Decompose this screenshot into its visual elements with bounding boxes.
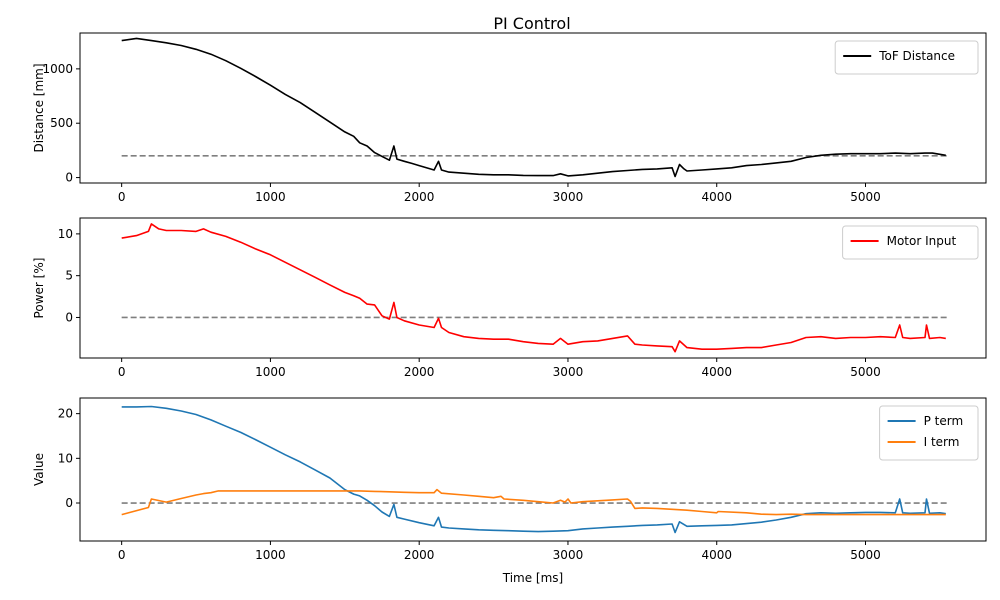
legend-box	[842, 225, 979, 260]
x-tick-label: 4000	[701, 190, 732, 204]
plot-area	[121, 405, 948, 534]
series-line-motor-input	[121, 223, 946, 353]
y-tick-label: 0	[65, 171, 73, 185]
x-tick-label: 4000	[701, 548, 732, 562]
x-tick-label: 5000	[850, 365, 881, 379]
series-line-p-term	[121, 405, 946, 534]
x-axis-label: Time [ms]	[502, 571, 564, 585]
legend: ToF Distance	[834, 40, 979, 75]
x-tick-label: 4000	[701, 365, 732, 379]
y-tick-label: 500	[50, 116, 73, 130]
x-tick-label: 0	[118, 548, 126, 562]
y-tick-label: 10	[58, 227, 73, 241]
x-tick-label: 2000	[404, 190, 435, 204]
y-tick-label: 5	[65, 269, 73, 283]
x-tick-label: 0	[118, 190, 126, 204]
subplot-2: 0 1000 2000 3000 4000 5000 0 5 10 Power [%] Motor …	[32, 217, 987, 379]
y-axis-label: Distance [mm]	[32, 63, 46, 152]
axes-frame	[79, 217, 987, 359]
x-tick-label: 1000	[255, 548, 286, 562]
legend-label: Motor Input	[887, 234, 957, 248]
legend-box	[834, 40, 979, 75]
plot-area	[121, 37, 948, 178]
axes-frame	[79, 32, 987, 184]
legend-label: ToF Distance	[878, 49, 955, 63]
x-tick-label: 1000	[255, 190, 286, 204]
y-tick-label: 0	[65, 496, 73, 510]
y-tick-label: 1000	[42, 62, 73, 76]
x-tick-label: 3000	[553, 365, 584, 379]
y-tick-label: 10	[58, 451, 73, 465]
legend-box	[879, 405, 979, 461]
x-tick-label: 0	[118, 365, 126, 379]
x-tick-label: 5000	[850, 548, 881, 562]
legend-label: I term	[924, 435, 960, 449]
y-tick-label: 20	[58, 407, 73, 421]
subplot-3: 0 1000 2000 3000 4000 5000 0 10 20 Value Time [ms]…	[32, 397, 987, 585]
series-line-tof-distance	[121, 37, 946, 178]
x-tick-label: 2000	[404, 365, 435, 379]
figure-title: PI Control	[493, 14, 570, 33]
plot-area	[121, 223, 948, 353]
x-tick-label: 3000	[553, 548, 584, 562]
axes-frame	[79, 397, 987, 542]
legend: Motor Input	[842, 225, 979, 260]
y-axis-label: Power [%]	[32, 258, 46, 319]
x-tick-label: 3000	[553, 190, 584, 204]
x-tick-label: 5000	[850, 190, 881, 204]
series-line-i-term	[121, 488, 946, 516]
legend-label: P term	[924, 414, 964, 428]
x-tick-label: 1000	[255, 365, 286, 379]
legend: P term I term	[879, 405, 979, 461]
y-axis-label: Value	[32, 453, 46, 486]
y-tick-label: 0	[65, 310, 73, 324]
x-tick-label: 2000	[404, 548, 435, 562]
